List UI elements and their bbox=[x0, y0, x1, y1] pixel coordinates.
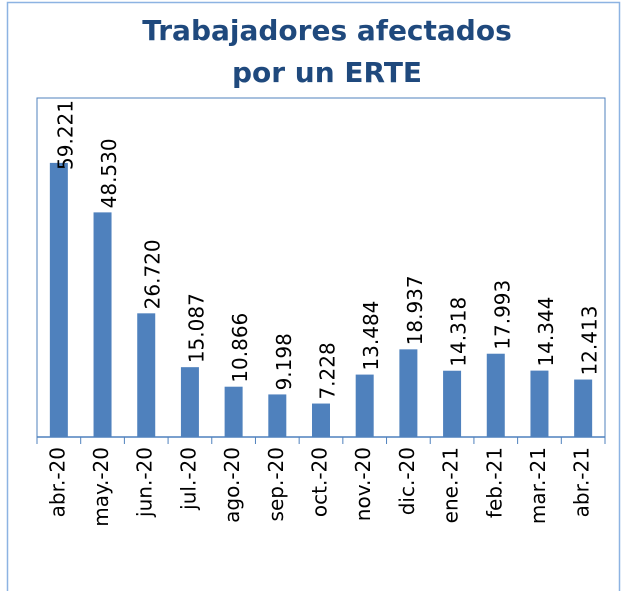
bar bbox=[530, 370, 549, 437]
value-label: 26.720 bbox=[141, 239, 165, 309]
bar bbox=[49, 162, 68, 438]
x-tick-label: feb.-21 bbox=[482, 447, 506, 518]
bar bbox=[93, 212, 112, 437]
x-tick-label: oct.-20 bbox=[308, 447, 332, 517]
value-label: 17.993 bbox=[490, 280, 514, 350]
x-tick-label: abr.-21 bbox=[570, 447, 594, 517]
x-tick-label: may.-20 bbox=[89, 447, 113, 527]
chart-border bbox=[6, 1, 621, 591]
bar bbox=[443, 370, 462, 437]
chart-title: por un ERTE bbox=[232, 56, 422, 89]
bar bbox=[137, 313, 156, 437]
value-label: 9.198 bbox=[272, 333, 296, 390]
bar bbox=[312, 403, 330, 437]
bar bbox=[486, 353, 505, 437]
chart-title: Trabajadores afectados bbox=[142, 14, 512, 47]
value-label: 7.228 bbox=[316, 342, 340, 399]
x-tick-label: ene.-21 bbox=[439, 447, 463, 523]
bar bbox=[224, 386, 243, 437]
x-tick-label: sep.-20 bbox=[264, 447, 288, 521]
x-tick-label: jun.-20 bbox=[133, 447, 157, 518]
bar bbox=[268, 394, 287, 437]
x-tick-label: nov.-20 bbox=[351, 447, 375, 521]
value-label: 48.530 bbox=[97, 138, 121, 208]
value-label: 10.866 bbox=[228, 313, 252, 383]
x-tick-label: mar.-21 bbox=[526, 447, 550, 524]
bar bbox=[399, 349, 418, 437]
x-tick-label: abr.-20 bbox=[45, 447, 69, 517]
x-tick-label: dic.-20 bbox=[395, 447, 419, 515]
value-label: 14.344 bbox=[534, 297, 558, 367]
value-label: 18.937 bbox=[403, 275, 427, 345]
bar bbox=[574, 379, 593, 437]
value-label: 14.318 bbox=[447, 297, 471, 367]
value-label: 59.221 bbox=[53, 100, 77, 170]
value-label: 15.087 bbox=[184, 293, 208, 363]
bar bbox=[355, 374, 374, 437]
value-label: 12.413 bbox=[578, 306, 602, 376]
x-tick-label: jul.-20 bbox=[176, 447, 200, 511]
bar bbox=[180, 367, 199, 437]
value-label: 13.484 bbox=[359, 301, 383, 371]
x-tick-label: ago.-20 bbox=[220, 447, 244, 523]
